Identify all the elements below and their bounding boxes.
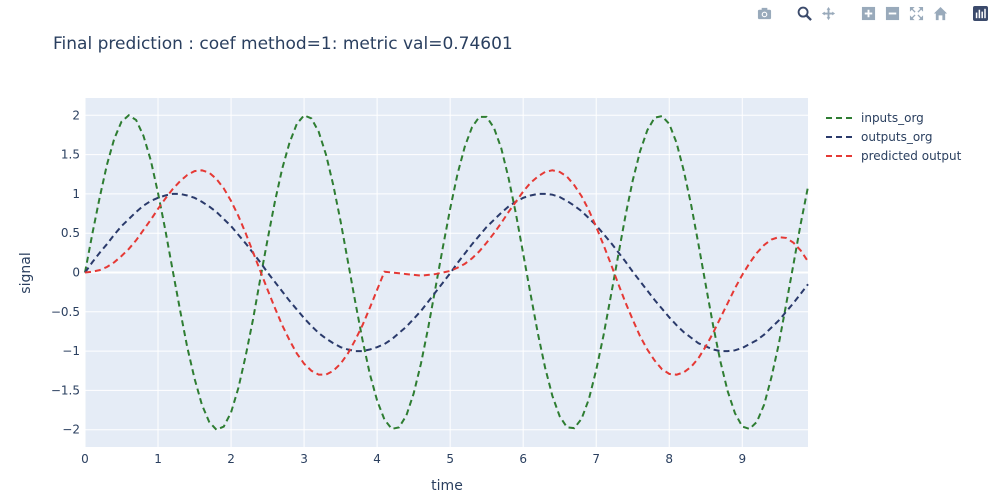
pan-icon[interactable] (820, 5, 836, 21)
x-tick-label: 6 (519, 452, 527, 466)
x-tick-label: 2 (227, 452, 235, 466)
autoscale-icon[interactable] (908, 5, 924, 21)
x-tick-label: 1 (154, 452, 162, 466)
y-tick-label: −2 (62, 423, 80, 437)
y-tick-label: 1 (72, 187, 80, 201)
zoom-in-icon[interactable] (860, 5, 876, 21)
traces (84, 114, 809, 431)
series-line-predicted-output[interactable] (84, 169, 809, 376)
x-tick-label: 0 (81, 452, 89, 466)
y-tick-label: −0.5 (51, 305, 80, 319)
chart-title: Final prediction : coef method=1: metric… (53, 34, 513, 54)
zoom-icon[interactable] (796, 5, 812, 21)
legend-swatch (826, 154, 856, 157)
legend-item[interactable]: predicted output (826, 146, 961, 165)
y-tick-label: 0.5 (61, 226, 80, 240)
camera-icon[interactable] (756, 5, 772, 21)
x-tick-label: 4 (373, 452, 381, 466)
x-axis-ticks: 0 1 2 3 4 5 6 7 8 9 (81, 452, 746, 466)
modebar (756, 5, 988, 21)
legend-swatch (826, 135, 856, 138)
legend: inputs_org outputs_org predicted output (826, 108, 961, 165)
x-tick-label: 3 (300, 452, 308, 466)
legend-label: inputs_org (861, 110, 924, 125)
legend-label: outputs_org (861, 129, 933, 144)
y-tick-label: −1 (62, 344, 80, 358)
zoom-out-icon[interactable] (884, 5, 900, 21)
y-tick-label: 1.5 (61, 148, 80, 162)
plotly-logo-icon[interactable] (972, 5, 988, 21)
legend-swatch (826, 116, 856, 119)
x-axis-title: time (431, 478, 463, 494)
x-tick-label: 7 (592, 452, 600, 466)
x-tick-label: 8 (665, 452, 673, 466)
x-tick-label: 9 (738, 452, 746, 466)
legend-item[interactable]: outputs_org (826, 127, 961, 146)
legend-item[interactable]: inputs_org (826, 108, 961, 127)
y-tick-label: 2 (72, 108, 80, 122)
y-tick-label: −1.5 (51, 383, 80, 397)
y-axis-title: signal (18, 252, 34, 293)
y-tick-label: 0 (72, 266, 80, 280)
series-line-inputs-org[interactable] (84, 114, 809, 431)
home-icon[interactable] (932, 5, 948, 21)
legend-label: predicted output (861, 148, 962, 163)
series-line-outputs-org[interactable] (84, 192, 809, 353)
y-axis-ticks: 2 1.5 1 0.5 0 −0.5 −1 −1.5 −2 (51, 108, 80, 436)
x-tick-label: 5 (446, 452, 454, 466)
grid-lines (84, 98, 808, 447)
